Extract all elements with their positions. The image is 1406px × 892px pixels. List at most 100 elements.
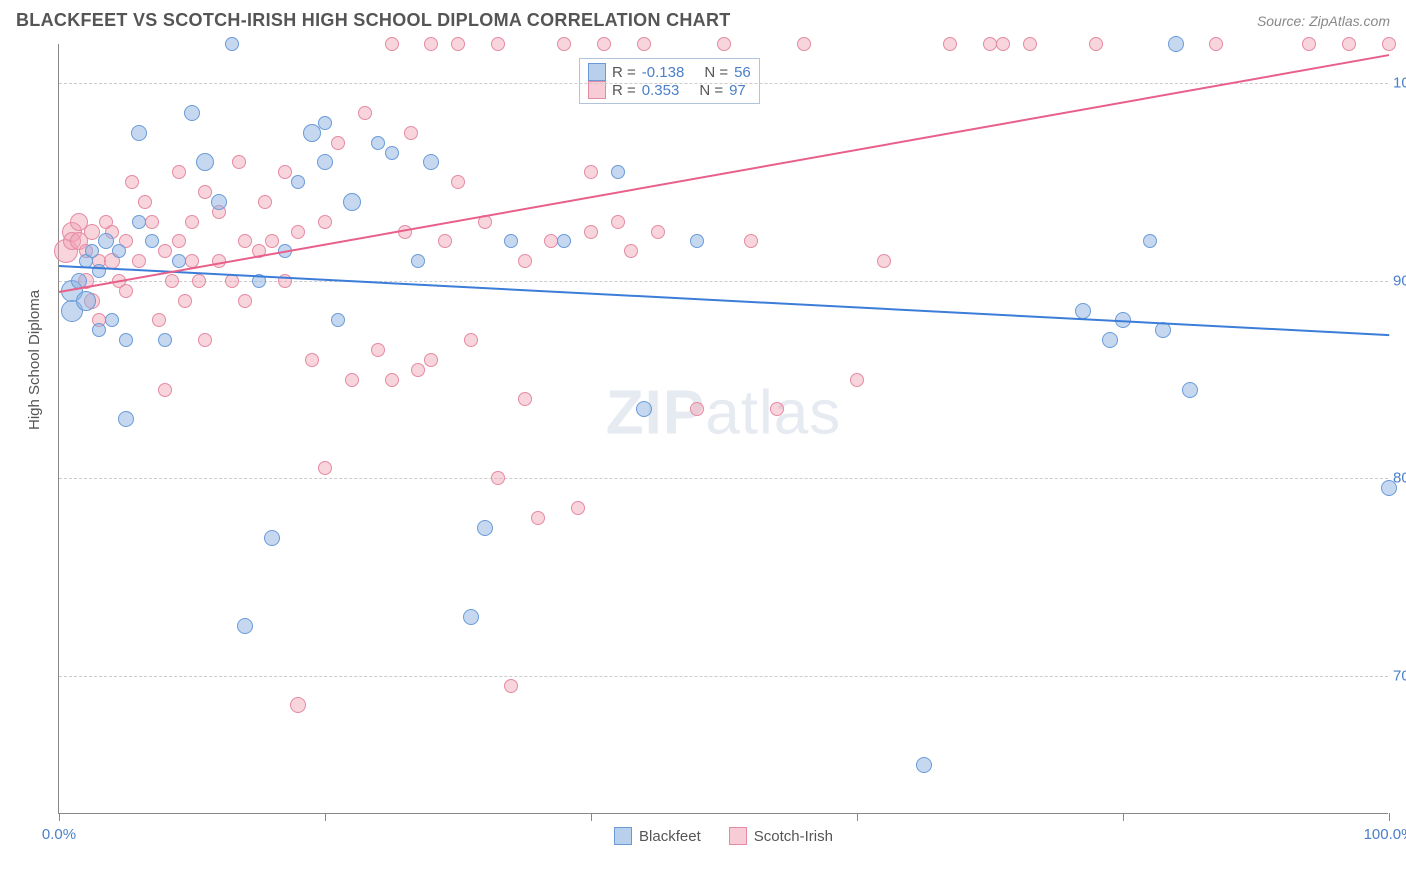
data-point [491, 37, 505, 51]
data-point [463, 609, 479, 625]
data-point [424, 353, 438, 367]
data-point [318, 461, 332, 475]
data-point [278, 165, 292, 179]
data-point [518, 254, 532, 268]
data-point [264, 530, 280, 546]
data-point [172, 165, 186, 179]
data-point [184, 105, 200, 121]
data-point [291, 175, 305, 189]
data-point [105, 313, 119, 327]
data-point [258, 195, 272, 209]
stats-legend: R = -0.138 N = 56 R = 0.353 N = 97 [579, 58, 760, 104]
data-point [1209, 37, 1223, 51]
data-point [76, 291, 96, 311]
data-point [571, 501, 585, 515]
data-point [1382, 37, 1396, 51]
data-point [118, 411, 134, 427]
data-point [411, 363, 425, 377]
data-point [531, 511, 545, 525]
xtick-label: 100.0% [1364, 826, 1406, 843]
data-point [138, 195, 152, 209]
data-point [624, 244, 638, 258]
data-point [145, 215, 159, 229]
data-point [265, 234, 279, 248]
legend-scotchirish-icon [729, 827, 747, 845]
legend-scotchirish-label: Scotch-Irish [754, 828, 833, 845]
data-point [1102, 332, 1118, 348]
data-point [491, 471, 505, 485]
data-point [232, 155, 246, 169]
data-point [404, 126, 418, 140]
data-point [318, 116, 332, 130]
data-point [477, 520, 493, 536]
data-point [1342, 37, 1356, 51]
data-point [225, 37, 239, 51]
data-point [165, 274, 179, 288]
data-point [584, 165, 598, 179]
trendline [59, 265, 1389, 336]
data-point [1075, 303, 1091, 319]
yaxis-label: High School Diploma [26, 290, 43, 430]
data-point [92, 323, 106, 337]
data-point [98, 233, 114, 249]
data-point [185, 215, 199, 229]
data-point [983, 37, 997, 51]
data-point [797, 37, 811, 51]
data-point [557, 37, 571, 51]
data-point [518, 392, 532, 406]
data-point [132, 254, 146, 268]
ytick-label: 100.0% [1393, 75, 1406, 92]
data-point [345, 373, 359, 387]
data-point [597, 37, 611, 51]
data-point [584, 225, 598, 239]
data-point [438, 234, 452, 248]
legend-blackfeet-label: Blackfeet [639, 828, 701, 845]
data-point [290, 697, 306, 713]
xtick [857, 813, 858, 821]
data-point [690, 402, 704, 416]
data-point [770, 402, 784, 416]
data-point [611, 215, 625, 229]
ytick-label: 90.0% [1393, 272, 1406, 289]
data-point [172, 234, 186, 248]
data-point [125, 175, 139, 189]
scatter-chart: ZIPatlas R = -0.138 N = 56 R = 0.353 N =… [58, 44, 1388, 814]
chart-title: BLACKFEET VS SCOTCH-IRISH HIGH SCHOOL DI… [16, 10, 731, 31]
data-point [318, 215, 332, 229]
data-point [371, 136, 385, 150]
data-point [238, 234, 252, 248]
data-point [152, 313, 166, 327]
data-point [238, 294, 252, 308]
data-point [451, 37, 465, 51]
data-point [1143, 234, 1157, 248]
ytick-label: 70.0% [1393, 667, 1406, 684]
data-point [651, 225, 665, 239]
data-point [145, 234, 159, 248]
data-point [1302, 37, 1316, 51]
source-label: Source: ZipAtlas.com [1257, 13, 1390, 29]
data-point [424, 37, 438, 51]
gridline [59, 83, 1388, 84]
data-point [996, 37, 1010, 51]
data-point [744, 234, 758, 248]
data-point [544, 234, 558, 248]
data-point [192, 274, 206, 288]
data-point [636, 401, 652, 417]
data-point [371, 343, 385, 357]
data-point [877, 254, 891, 268]
data-point [172, 254, 186, 268]
xtick [591, 813, 592, 821]
data-point [305, 353, 319, 367]
data-point [158, 383, 172, 397]
data-point [504, 679, 518, 693]
data-point [119, 284, 133, 298]
gridline [59, 478, 1388, 479]
data-point [85, 244, 99, 258]
data-point [423, 154, 439, 170]
data-point [131, 125, 147, 141]
data-point [690, 234, 704, 248]
data-point [385, 37, 399, 51]
data-point [358, 106, 372, 120]
data-point [943, 37, 957, 51]
data-point [411, 254, 425, 268]
